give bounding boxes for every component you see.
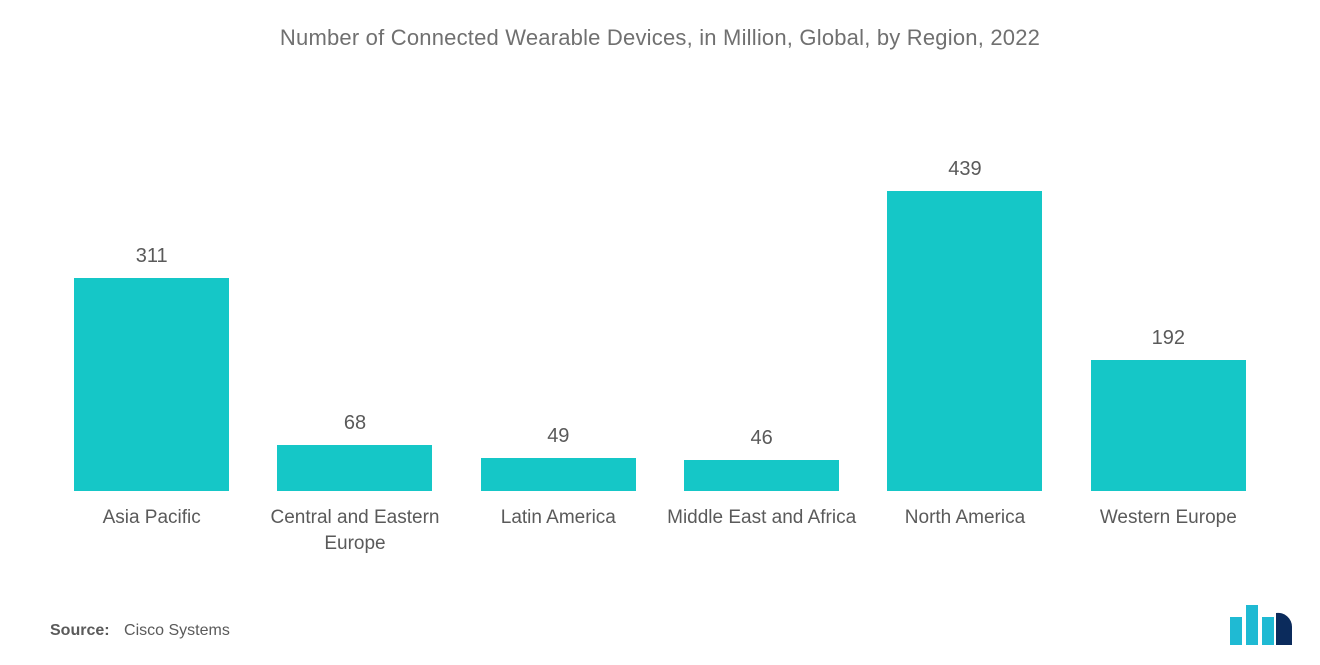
bar-value-label: 46 (751, 427, 773, 450)
x-axis-label: Latin America (457, 505, 660, 556)
bar-slot: 49 (457, 111, 660, 491)
bar-slot: 439 (863, 111, 1066, 491)
bar-value-label: 311 (136, 245, 168, 268)
bar-rect (277, 445, 432, 491)
bar-slot: 46 (660, 111, 863, 491)
chart-title: Number of Connected Wearable Devices, in… (50, 25, 1270, 51)
bar-value-label: 68 (344, 412, 366, 435)
source-value: Cisco Systems (124, 622, 230, 639)
source-label: Source: (50, 622, 110, 639)
bar-slot: 192 (1067, 111, 1270, 491)
bar-value-label: 49 (547, 425, 569, 448)
bar-slot: 68 (253, 111, 456, 491)
plot-area: 311 68 49 46 439 192 (50, 111, 1270, 491)
bar-rect (1091, 360, 1246, 491)
bar-value-label: 192 (1152, 327, 1185, 350)
bar-slot: 311 (50, 111, 253, 491)
source-footer: Source: Cisco Systems (50, 622, 230, 640)
x-axis-labels: Asia PacificCentral and Eastern EuropeLa… (50, 505, 1270, 556)
x-axis-label: Asia Pacific (50, 505, 253, 556)
bar-rect (684, 460, 839, 491)
x-axis-label: North America (863, 505, 1066, 556)
x-axis-label: Western Europe (1067, 505, 1270, 556)
x-axis-label: Middle East and Africa (660, 505, 863, 556)
x-axis-label: Central and Eastern Europe (253, 505, 456, 556)
bar-rect (481, 458, 636, 491)
mordor-intelligence-logo-icon (1230, 605, 1292, 645)
chart-container: Number of Connected Wearable Devices, in… (0, 0, 1320, 665)
bar-rect (74, 278, 229, 491)
bar-rect (887, 191, 1042, 491)
bar-value-label: 439 (948, 158, 981, 181)
